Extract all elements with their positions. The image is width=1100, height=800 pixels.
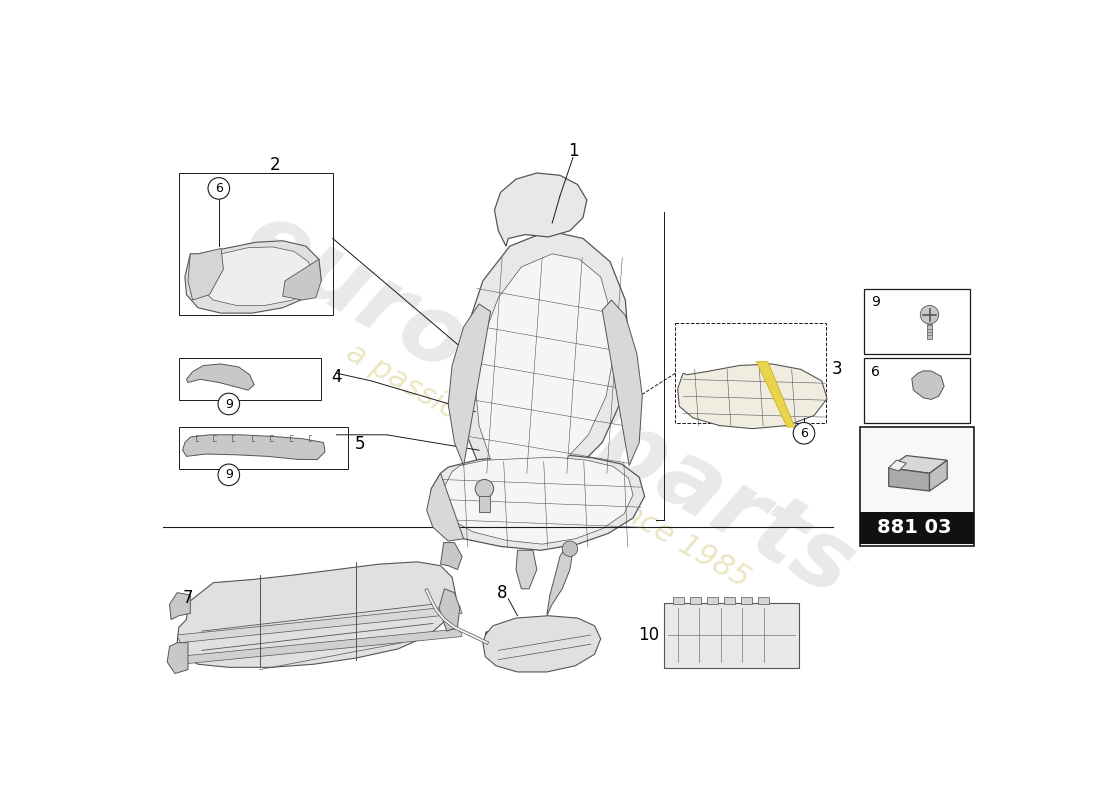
- Text: 5: 5: [354, 435, 365, 453]
- Polygon shape: [889, 468, 930, 491]
- Text: 7: 7: [183, 589, 194, 607]
- Bar: [865, 289, 970, 354]
- Bar: [865, 358, 970, 423]
- Polygon shape: [475, 254, 614, 472]
- Text: eurocarparts: eurocarparts: [228, 192, 869, 616]
- Polygon shape: [183, 435, 326, 459]
- Text: 6: 6: [871, 365, 880, 378]
- Polygon shape: [177, 606, 462, 642]
- Circle shape: [218, 464, 240, 486]
- Polygon shape: [547, 544, 573, 616]
- Text: 9: 9: [224, 398, 233, 410]
- Bar: [178, 173, 332, 315]
- Polygon shape: [889, 460, 906, 471]
- Bar: [480, 496, 490, 512]
- Bar: [690, 597, 701, 604]
- Text: 4: 4: [331, 368, 342, 386]
- Polygon shape: [177, 562, 455, 667]
- Text: 6: 6: [214, 182, 222, 195]
- Text: 9: 9: [871, 295, 880, 310]
- Polygon shape: [495, 173, 587, 246]
- Text: 2: 2: [270, 156, 280, 174]
- Polygon shape: [439, 589, 460, 631]
- Polygon shape: [678, 364, 827, 429]
- Circle shape: [475, 479, 494, 498]
- Polygon shape: [188, 249, 223, 300]
- Polygon shape: [429, 454, 645, 550]
- Text: 1: 1: [568, 142, 579, 161]
- Bar: [178, 358, 321, 400]
- Bar: [707, 597, 717, 604]
- Text: 8: 8: [497, 584, 507, 602]
- Polygon shape: [186, 364, 254, 390]
- Text: 881 03: 881 03: [877, 518, 952, 538]
- Polygon shape: [442, 457, 634, 544]
- Polygon shape: [483, 616, 601, 672]
- Polygon shape: [427, 474, 464, 541]
- Text: 10: 10: [638, 626, 659, 644]
- Polygon shape: [169, 593, 190, 619]
- Circle shape: [208, 178, 230, 199]
- Circle shape: [218, 394, 240, 414]
- Polygon shape: [283, 259, 321, 300]
- Bar: [860, 512, 975, 544]
- Polygon shape: [440, 542, 462, 570]
- Bar: [673, 597, 684, 604]
- Polygon shape: [912, 371, 944, 399]
- Polygon shape: [198, 247, 316, 306]
- Circle shape: [562, 541, 578, 557]
- Polygon shape: [603, 300, 642, 466]
- Bar: [675, 323, 825, 423]
- Polygon shape: [757, 362, 794, 427]
- Polygon shape: [460, 230, 629, 481]
- Polygon shape: [185, 241, 321, 313]
- Polygon shape: [177, 629, 462, 664]
- Bar: [860, 427, 975, 546]
- Polygon shape: [930, 460, 947, 491]
- Text: 3: 3: [832, 360, 843, 378]
- Bar: [927, 324, 932, 339]
- Text: 9: 9: [224, 468, 233, 482]
- Bar: [664, 602, 799, 668]
- Bar: [758, 597, 769, 604]
- Polygon shape: [889, 455, 947, 474]
- Circle shape: [793, 422, 815, 444]
- Bar: [178, 427, 348, 470]
- Polygon shape: [516, 550, 537, 589]
- Polygon shape: [167, 642, 188, 674]
- Text: a passion for parts since 1985: a passion for parts since 1985: [341, 338, 756, 594]
- Polygon shape: [449, 304, 491, 466]
- Text: 6: 6: [800, 426, 807, 440]
- Bar: [741, 597, 751, 604]
- Circle shape: [921, 306, 938, 324]
- Bar: [724, 597, 735, 604]
